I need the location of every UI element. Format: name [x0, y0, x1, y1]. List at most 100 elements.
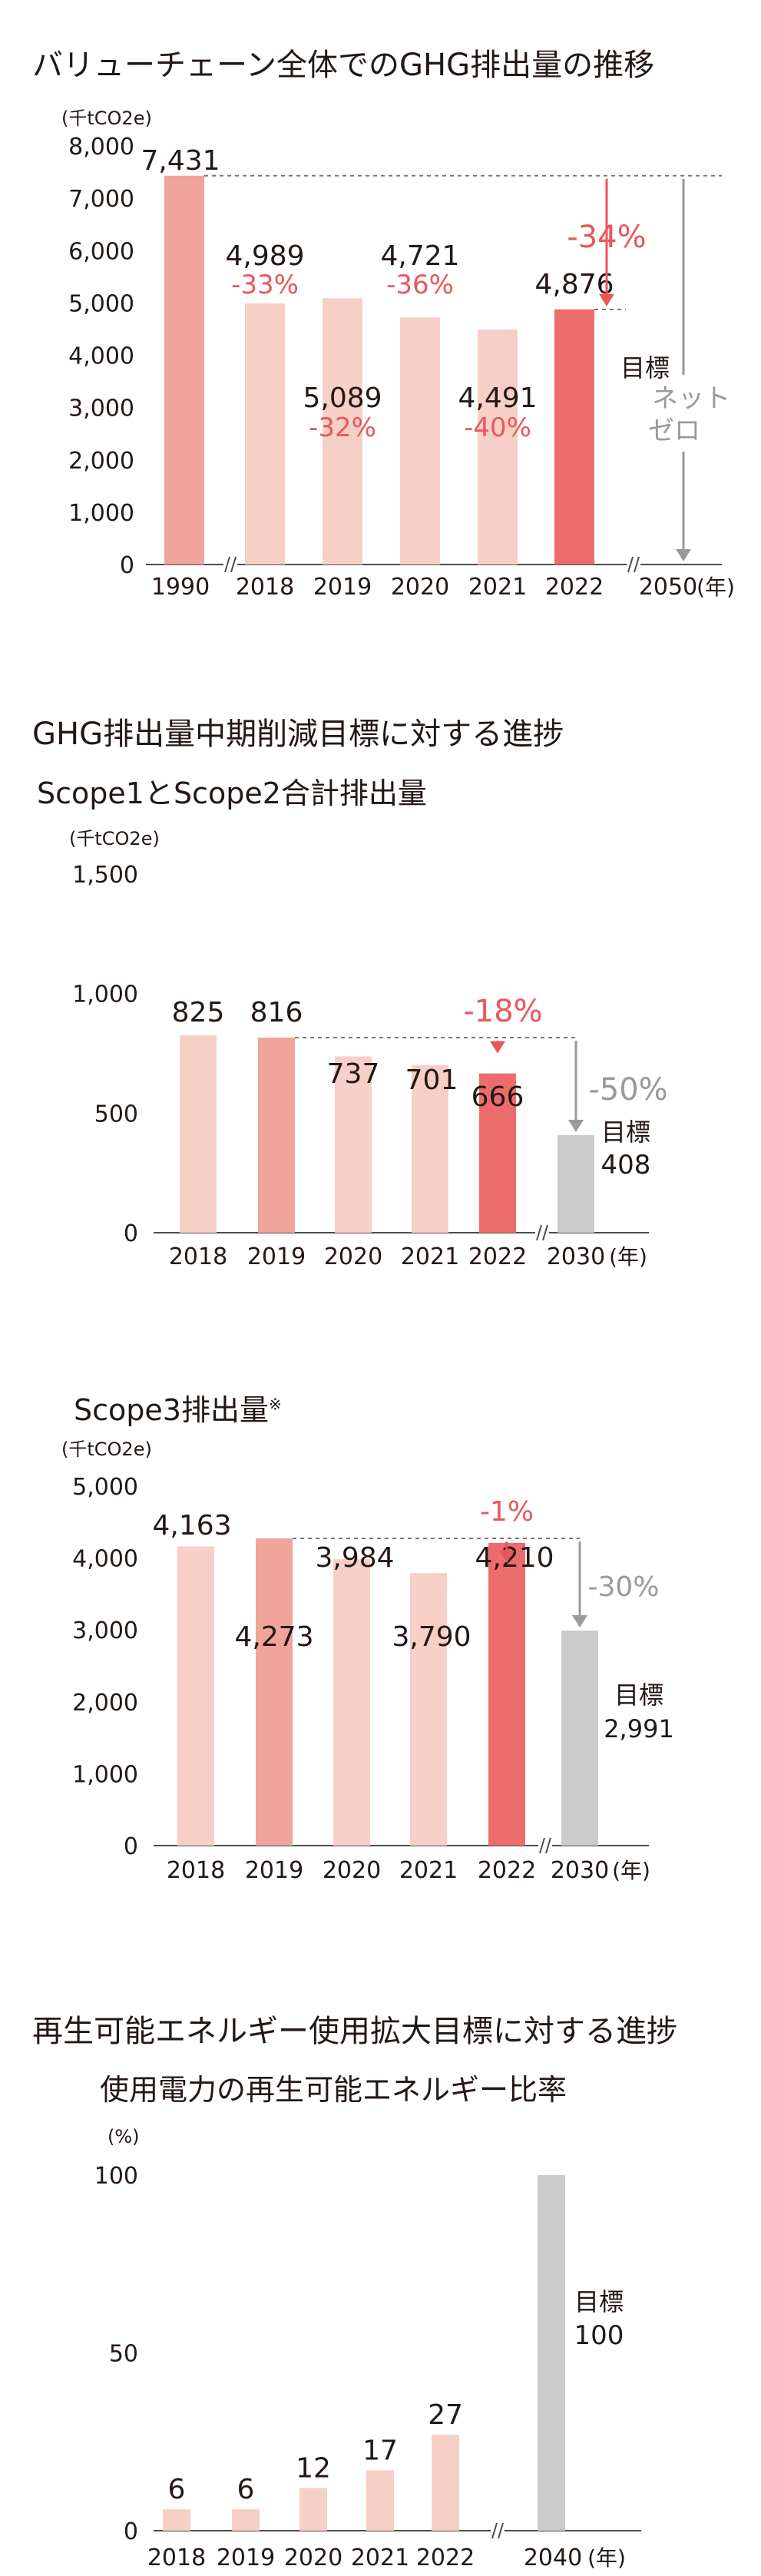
target-label: 2,991 — [604, 1714, 674, 1743]
x-tick-label: 2018 — [169, 1243, 227, 1270]
scope3-chart: (千tCO2e) 0 1,000 2,000 3,000 4,000 5,000 4,163 4… — [61, 1439, 674, 1884]
bar — [163, 2509, 190, 2531]
x-tick-label: 2018 — [167, 1857, 225, 1884]
x-tick-label: 2019 — [245, 1857, 303, 1884]
value-label: 7,431 — [141, 145, 220, 177]
bar — [180, 1035, 217, 1233]
y-tick-label: 5,000 — [68, 290, 134, 317]
target-reduction-label: -30% — [587, 1571, 659, 1603]
value-label: 4,210 — [475, 1542, 554, 1574]
bar — [335, 1056, 372, 1233]
target-label: 目標 — [601, 1117, 650, 1147]
bar — [554, 309, 594, 565]
target-label: 目標 — [574, 2287, 624, 2316]
target-arrow-head — [676, 549, 691, 561]
x-tick-label: 2020 — [391, 574, 449, 601]
value-label: 27 — [428, 2399, 463, 2431]
change-label: -36% — [386, 270, 454, 300]
mid-term-title: GHG排出量中期削減目標に対する進捗 — [32, 717, 564, 752]
x-tick-label: 2021 — [351, 2545, 409, 2571]
axis-break-gap — [538, 1835, 552, 1856]
bar — [256, 1538, 293, 1846]
bar — [323, 298, 362, 565]
bar — [333, 1559, 370, 1846]
y-tick-label: 0 — [124, 1833, 138, 1860]
y-tick-label: 50 — [109, 2341, 138, 2368]
bar — [478, 329, 518, 565]
target-reduction-label: -50% — [588, 1072, 667, 1108]
y-tick-label: 500 — [94, 1101, 138, 1127]
ghg-trend-section: バリューチェーン全体でのGHG排出量の推移 (千tCO2e) 0 1,000 2,00… — [0, 0, 761, 630]
value-label: 4,491 — [458, 382, 537, 414]
ghg-trend-title: バリューチェーン全体でのGHG排出量の推移 — [32, 48, 655, 83]
value-label: 4,273 — [234, 1621, 313, 1653]
reduction-label: -34% — [567, 220, 646, 255]
x-tick-label: 2020 — [284, 2545, 342, 2571]
x-tick-label: 2020 — [324, 1243, 382, 1270]
x-tick-label: 2022 — [478, 1857, 536, 1884]
value-label: 825 — [172, 997, 225, 1028]
axis-break-mark — [536, 1224, 542, 1241]
x-tick-label: 2019 — [217, 2545, 275, 2571]
y-tick-label: 5,000 — [72, 1474, 138, 1501]
axis-break-gap — [535, 1222, 549, 1243]
x-tick-label: 2018 — [147, 2545, 206, 2571]
axis-break-mark — [539, 1837, 545, 1854]
value-label: 666 — [471, 1081, 524, 1113]
value-label: 6 — [237, 2474, 255, 2505]
value-label: 816 — [250, 997, 303, 1028]
target-label-bg — [670, 375, 697, 452]
x-tick-label: 2030 — [547, 1243, 605, 1270]
target-arrow-head — [568, 1119, 584, 1132]
bar — [164, 175, 204, 565]
bar — [258, 1037, 295, 1233]
bar — [177, 1546, 214, 1846]
x-tick-label: 1990 — [151, 574, 210, 601]
x-tick-label: 2019 — [313, 574, 372, 601]
reduction-label: -1% — [480, 1496, 534, 1528]
target-label: 目標 — [620, 353, 670, 382]
reduction-arrow-head — [490, 1041, 505, 1054]
bar — [432, 2434, 459, 2531]
bar — [538, 2175, 565, 2531]
y-tick-label: 7,000 — [68, 186, 134, 213]
y-tick-label: 8,000 — [68, 134, 134, 161]
value-label: 4,163 — [152, 1510, 231, 1541]
value-chain-chart: (千tCO2e) 0 1,000 2,000 3,000 4,000 5,000 6,000 7… — [61, 108, 735, 601]
y-tick-label: 3,000 — [68, 396, 134, 422]
x-tick-label: 2022 — [416, 2545, 475, 2571]
y-tick-label: 4,000 — [68, 343, 134, 370]
x-tick-label: 2020 — [323, 1857, 381, 1884]
axis-break-mark — [542, 1224, 548, 1241]
axis-break-mark — [230, 556, 237, 573]
x-tick-label: 2040 — [524, 2545, 582, 2571]
bar — [412, 1065, 448, 1233]
unit-label: (%) — [108, 2126, 140, 2147]
scope12-chart: (千tCO2e) 0 500 1,000 1,500 825 816 737 701 666 -18… — [69, 828, 668, 1270]
change-label: -33% — [231, 270, 299, 300]
target-label: 408 — [601, 1150, 651, 1180]
axis-break-mark — [498, 2522, 504, 2539]
y-tick-label: 6,000 — [68, 238, 134, 265]
axis-break-mark — [634, 556, 640, 573]
axis-suffix: (年) — [696, 574, 735, 600]
x-tick-label: 2022 — [545, 574, 604, 601]
value-label: 3,984 — [315, 1542, 394, 1574]
reduction-label: -18% — [463, 994, 542, 1029]
target-label: ゼロ — [648, 416, 700, 446]
x-tick-label: 2021 — [468, 574, 527, 601]
reduction-arrow-head — [499, 1550, 515, 1563]
change-label: -40% — [464, 412, 531, 443]
renewable-subtitle: 使用電力の再生可能エネルギー比率 — [100, 2073, 567, 2107]
value-label: 6 — [168, 2474, 186, 2505]
target-label: 目標 — [614, 1680, 663, 1710]
axis-break-mark — [545, 1837, 551, 1854]
reduction-arrow-head — [599, 293, 614, 306]
scope3-title: Scope3排出量※ — [74, 1386, 282, 1429]
value-label: 4,989 — [225, 240, 304, 272]
y-tick-label: 4,000 — [72, 1546, 138, 1573]
bar — [232, 2509, 260, 2531]
axis-break-gap — [491, 2520, 505, 2541]
value-label: 701 — [405, 1065, 458, 1096]
